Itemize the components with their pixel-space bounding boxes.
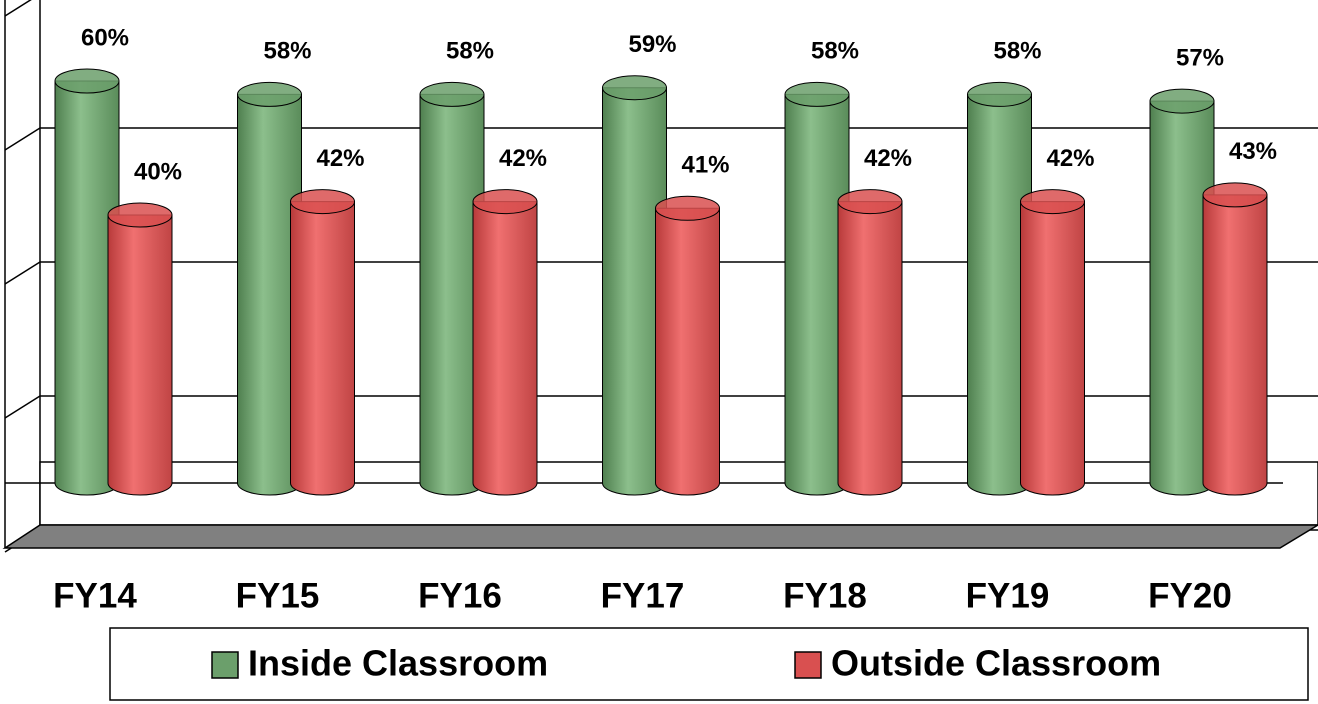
value-label: 42% bbox=[499, 145, 547, 172]
bar-top bbox=[237, 81, 302, 107]
bars: 60% 40% 58% 42% 58% 42% 59% 41% 58% 42% 58% 42% 57% 4… bbox=[54, 24, 1277, 496]
legend-label: Outside Classroom bbox=[831, 643, 1161, 684]
bar-top bbox=[967, 81, 1032, 107]
bar-top bbox=[1149, 88, 1215, 114]
bar bbox=[837, 201, 903, 496]
bar-top bbox=[837, 189, 903, 215]
bar-top bbox=[290, 189, 355, 215]
x-tick-label: FY18 bbox=[783, 576, 867, 615]
bar-top bbox=[419, 81, 485, 107]
value-label: 41% bbox=[681, 152, 729, 179]
bar-top bbox=[54, 68, 120, 94]
bar-top bbox=[107, 202, 173, 228]
legend bbox=[109, 627, 1309, 701]
tick-mark bbox=[4, 0, 32, 17]
value-label: 40% bbox=[134, 158, 182, 185]
value-label: 43% bbox=[1229, 138, 1277, 165]
bar bbox=[655, 207, 720, 496]
x-tick-label: FY19 bbox=[966, 576, 1050, 615]
tick-mark bbox=[4, 127, 41, 151]
value-label: 58% bbox=[993, 38, 1041, 65]
value-label: 58% bbox=[263, 38, 311, 65]
value-label: 42% bbox=[316, 145, 364, 172]
bar-top bbox=[784, 81, 850, 107]
value-label: 59% bbox=[628, 31, 676, 58]
plot-wall bbox=[4, 0, 41, 548]
value-label: 58% bbox=[811, 38, 859, 65]
value-label: 42% bbox=[864, 145, 912, 172]
legend-swatch bbox=[211, 651, 239, 679]
x-tick-label: FY14 bbox=[53, 576, 137, 615]
tick-mark bbox=[4, 261, 41, 285]
bar-top bbox=[602, 75, 667, 101]
bar-top bbox=[1202, 182, 1268, 208]
value-label: 42% bbox=[1046, 145, 1094, 172]
legend-swatch bbox=[794, 651, 822, 679]
value-label: 58% bbox=[446, 38, 494, 65]
value-label: 57% bbox=[1176, 44, 1224, 71]
bar-top bbox=[1020, 189, 1085, 215]
tick-mark bbox=[4, 395, 41, 419]
bar bbox=[290, 201, 355, 496]
bar bbox=[1202, 194, 1268, 496]
legend-label: Inside Classroom bbox=[248, 643, 548, 684]
bar-top bbox=[472, 189, 538, 215]
x-tick-label: FY20 bbox=[1148, 576, 1232, 615]
x-tick-label: FY16 bbox=[418, 576, 502, 615]
bar bbox=[472, 201, 538, 496]
x-tick-label: FY17 bbox=[601, 576, 685, 615]
value-label: 60% bbox=[81, 24, 129, 51]
bar bbox=[107, 214, 173, 496]
bar bbox=[1020, 201, 1085, 496]
bar-top bbox=[655, 195, 720, 221]
x-tick-label: FY15 bbox=[236, 576, 320, 615]
